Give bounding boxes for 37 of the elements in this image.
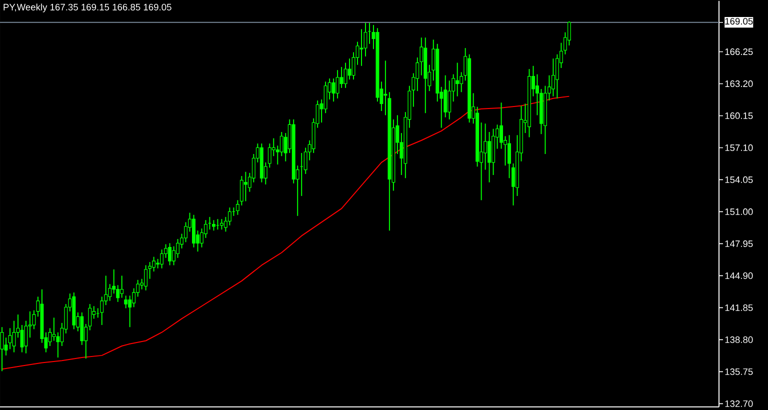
y-tick-label: 138.80 — [725, 336, 753, 343]
candlestick — [336, 70, 340, 99]
candlestick — [168, 242, 172, 266]
y-tick-label: 163.20 — [725, 80, 753, 88]
candlestick — [244, 171, 248, 202]
candlestick — [344, 62, 348, 88]
y-tick-label: 151.00 — [725, 208, 753, 216]
candlestick — [324, 81, 328, 114]
y-tick-label: 169.05 — [725, 18, 753, 25]
candlestick — [124, 295, 128, 309]
candlestick — [551, 58, 555, 97]
y-tick-label: 166.25 — [725, 48, 753, 56]
candlestick — [120, 275, 124, 298]
chart-title: PY,Weekly 167.35 169.15 166.85 169.05 — [4, 4, 172, 12]
y-tick-label: 135.75 — [725, 368, 753, 375]
candlestick — [456, 62, 460, 97]
y-tick-label: 144.90 — [725, 272, 753, 279]
candlestick — [24, 320, 28, 354]
candlestick — [212, 220, 216, 232]
candlestick — [360, 28, 364, 66]
y-tick-label: 160.15 — [725, 112, 753, 120]
candlestick — [228, 207, 232, 226]
candlestick — [100, 296, 104, 326]
y-tick-label: 141.85 — [725, 304, 753, 311]
candlestick — [172, 246, 176, 266]
candlestick — [500, 102, 504, 150]
candlestick — [52, 317, 56, 342]
y-tick-label: 154.05 — [725, 176, 753, 184]
y-tick-label: 147.95 — [725, 240, 753, 248]
y-tick-label: 132.70 — [725, 400, 753, 407]
candlestick — [128, 295, 132, 328]
candlestick — [332, 78, 336, 102]
candlestick — [160, 248, 164, 269]
candlestick — [448, 80, 452, 120]
candlestick — [144, 264, 148, 291]
y-tick-label: 157.10 — [725, 144, 753, 152]
candlestick — [220, 218, 224, 230]
